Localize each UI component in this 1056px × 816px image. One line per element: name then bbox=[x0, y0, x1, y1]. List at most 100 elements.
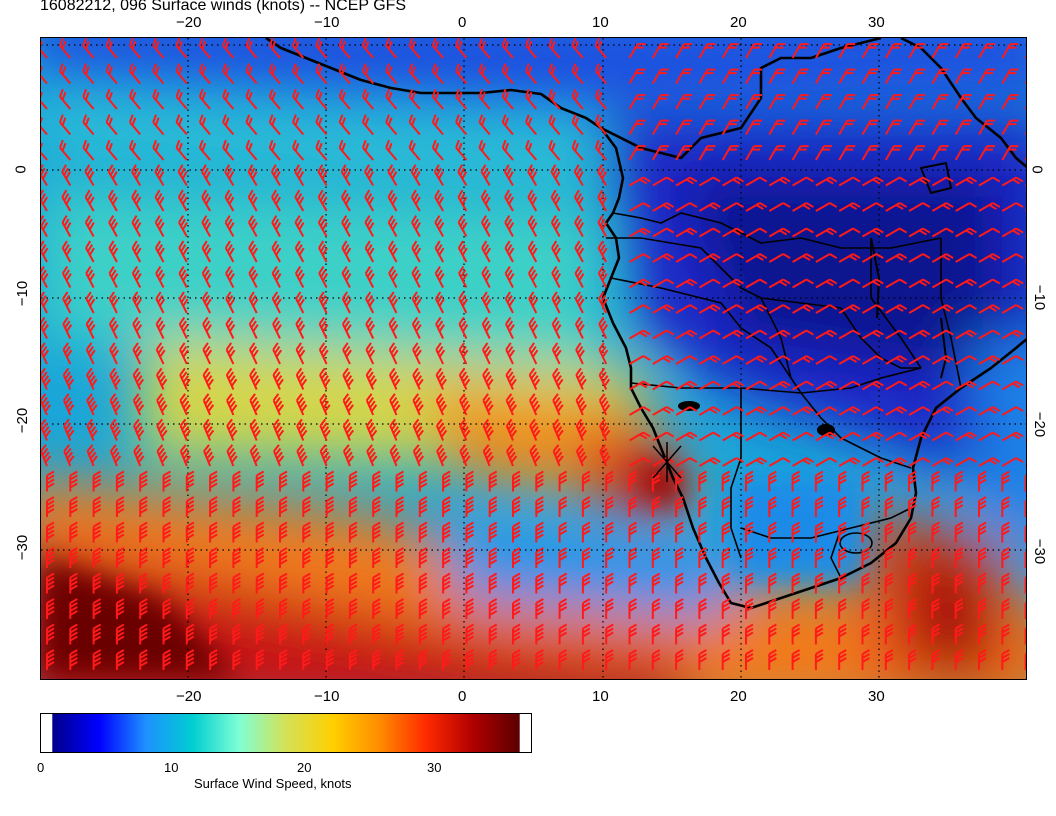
wind-barb bbox=[862, 406, 884, 416]
wind-barb bbox=[552, 418, 564, 441]
wind-barb bbox=[814, 623, 824, 645]
wind-barb bbox=[279, 521, 288, 543]
wind-barb bbox=[791, 521, 801, 543]
wind-barb bbox=[348, 572, 358, 594]
wind-barb bbox=[954, 470, 964, 492]
wind-barb bbox=[698, 521, 707, 543]
wind-barb bbox=[59, 114, 72, 136]
wind-barb bbox=[629, 380, 651, 391]
wind-speed-map[interactable] bbox=[40, 37, 1027, 680]
wind-barb bbox=[698, 145, 716, 161]
wind-barb bbox=[385, 63, 398, 85]
wind-barb bbox=[884, 68, 902, 84]
left-lat-tick-label: 0 bbox=[12, 165, 30, 174]
wind-barb bbox=[838, 649, 847, 670]
wind-barb bbox=[551, 316, 562, 339]
wind-barb bbox=[185, 649, 195, 670]
wind-barb bbox=[162, 470, 171, 492]
wind-barb bbox=[139, 547, 148, 568]
wind-barb bbox=[105, 63, 118, 85]
wind-barb bbox=[598, 367, 611, 390]
colorbar-title: Surface Wind Speed, knots bbox=[194, 776, 352, 791]
wind-barb bbox=[458, 316, 469, 339]
wind-barb bbox=[885, 406, 908, 416]
wind-barb bbox=[431, 139, 444, 161]
wind-barb bbox=[978, 380, 1001, 391]
country-borders bbox=[606, 212, 962, 579]
wind-barb bbox=[41, 189, 48, 212]
wind-barb bbox=[198, 114, 211, 136]
wind-barb bbox=[908, 176, 931, 187]
wind-barb bbox=[1024, 550, 1026, 568]
wind-barb bbox=[629, 253, 651, 263]
wind-barb bbox=[745, 496, 754, 517]
wind-barb bbox=[457, 164, 468, 187]
wind-barb bbox=[978, 119, 996, 135]
wind-barb bbox=[318, 265, 329, 288]
top-lon-tick-label: 10 bbox=[592, 14, 609, 31]
wind-barb bbox=[651, 496, 661, 517]
wind-barb bbox=[745, 94, 763, 110]
wind-barb bbox=[815, 176, 838, 187]
wind-barb bbox=[954, 94, 972, 110]
wind-barb bbox=[46, 572, 55, 594]
right-lat-tick-label: −10 bbox=[1031, 284, 1049, 311]
wind-barb bbox=[791, 145, 809, 161]
wind-barb bbox=[1001, 521, 1010, 543]
wind-barb bbox=[574, 240, 585, 263]
wind-barb bbox=[201, 291, 212, 314]
wind-barb bbox=[268, 63, 281, 85]
wind-barb bbox=[768, 380, 791, 391]
wind-barb bbox=[884, 119, 902, 135]
wind-barb bbox=[139, 598, 148, 619]
wind-barb bbox=[418, 547, 428, 568]
wind-barb bbox=[675, 380, 698, 391]
wind-barb bbox=[434, 189, 445, 212]
wind-barb bbox=[202, 418, 215, 441]
wind-barb bbox=[412, 444, 425, 467]
wind-barb bbox=[341, 215, 352, 237]
wind-barb bbox=[92, 623, 102, 645]
wind-barb bbox=[978, 431, 1001, 442]
wind-barb bbox=[41, 444, 52, 467]
wind-barb bbox=[745, 68, 763, 84]
wind-barbs bbox=[41, 38, 1026, 670]
wind-barb bbox=[385, 114, 398, 136]
wind-barb bbox=[156, 418, 168, 441]
wind-barb bbox=[108, 240, 119, 263]
wind-barb bbox=[908, 43, 926, 59]
wind-barb bbox=[302, 547, 311, 568]
wind-barb bbox=[745, 119, 763, 135]
wind-barb bbox=[105, 38, 118, 59]
wind-barb bbox=[651, 547, 661, 568]
wind-barb bbox=[605, 496, 614, 517]
wind-barb bbox=[295, 291, 305, 314]
wind-barb bbox=[154, 215, 165, 237]
wind-barb bbox=[62, 367, 75, 390]
wind-barb bbox=[505, 418, 518, 441]
wind-barb bbox=[115, 496, 125, 517]
wind-barb bbox=[721, 496, 731, 517]
wind-barb bbox=[605, 521, 614, 543]
wind-barb bbox=[41, 88, 48, 110]
wind-barb bbox=[512, 649, 521, 670]
wind-barb bbox=[792, 380, 814, 391]
wind-barb bbox=[884, 547, 894, 568]
wind-barb bbox=[978, 470, 987, 492]
wind-barb bbox=[69, 521, 78, 543]
wind-barb bbox=[571, 139, 584, 161]
wind-barb bbox=[411, 240, 422, 263]
wind-barb bbox=[721, 649, 731, 670]
wind-barb bbox=[815, 355, 838, 365]
wind-barb bbox=[319, 393, 331, 416]
wind-barb bbox=[86, 367, 98, 390]
wind-barb bbox=[814, 496, 824, 517]
wind-barb bbox=[675, 547, 684, 568]
wind-barb bbox=[629, 431, 651, 442]
wind-barb bbox=[651, 94, 669, 110]
wind-barb bbox=[675, 521, 684, 543]
wind-barb bbox=[558, 496, 568, 517]
wind-barb bbox=[108, 265, 119, 288]
wind-barb bbox=[745, 547, 754, 568]
wind-barb bbox=[202, 342, 213, 365]
